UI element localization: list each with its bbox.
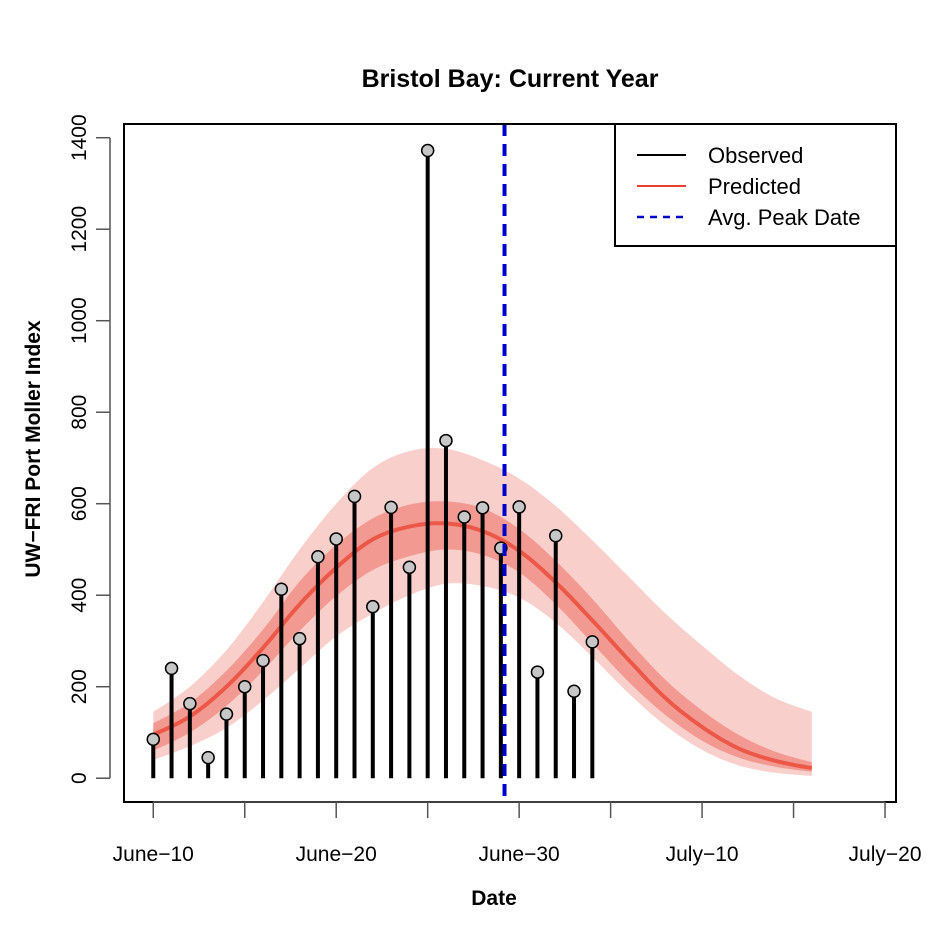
x-tick-label: July−20 bbox=[849, 843, 922, 866]
observed-point bbox=[256, 653, 270, 668]
y-tick-label: 1400 bbox=[68, 114, 91, 161]
observed-point bbox=[219, 707, 234, 721]
legend: Observed Predicted Avg. Peak Date bbox=[614, 123, 897, 247]
observed-point bbox=[237, 679, 252, 694]
observed-point bbox=[420, 143, 435, 158]
y-tick-label: 1200 bbox=[68, 206, 91, 253]
observed-point bbox=[183, 696, 197, 711]
y-tick-label: 800 bbox=[68, 395, 91, 430]
observed-point bbox=[329, 532, 343, 546]
observed-point bbox=[548, 528, 563, 543]
observed-point bbox=[512, 500, 526, 514]
y-tick-label: 0 bbox=[68, 772, 91, 784]
legend-observed-label: Observed bbox=[708, 143, 803, 168]
observed-series bbox=[146, 143, 600, 779]
y-axis-ticks: 0 200 400 600 800 1000 1200 1400 bbox=[68, 114, 110, 784]
observed-point bbox=[402, 560, 417, 575]
observed-point bbox=[201, 750, 215, 765]
legend-avg-peak-label: Avg. Peak Date bbox=[708, 205, 860, 230]
observed-point bbox=[311, 550, 325, 564]
y-tick-label: 200 bbox=[68, 669, 91, 704]
observed-point bbox=[384, 500, 398, 515]
x-axis-label: Date bbox=[471, 887, 517, 910]
observed-point bbox=[439, 433, 453, 448]
legend-predicted-label: Predicted bbox=[708, 174, 801, 199]
x-tick-label: June−20 bbox=[296, 843, 377, 866]
observed-point bbox=[347, 489, 362, 504]
y-tick-label: 1000 bbox=[68, 297, 91, 344]
observed-point bbox=[567, 684, 581, 699]
y-axis-label: UW−FRI Port Moller Index bbox=[22, 320, 45, 578]
y-tick-label: 400 bbox=[68, 578, 91, 613]
observed-point bbox=[475, 501, 490, 515]
x-tick-label: June−30 bbox=[479, 843, 560, 866]
observed-point bbox=[164, 661, 179, 676]
x-axis-ticks: June−10 June−20 June−30 July−10 July−20 bbox=[113, 802, 922, 866]
observed-point bbox=[274, 582, 289, 597]
observed-point bbox=[146, 732, 161, 747]
y-tick-label: 600 bbox=[68, 486, 91, 521]
x-tick-label: June−10 bbox=[113, 843, 194, 866]
observed-point bbox=[530, 665, 545, 679]
observed-point bbox=[366, 599, 380, 614]
observed-point bbox=[585, 635, 600, 649]
observed-point bbox=[457, 510, 472, 524]
observed-point bbox=[292, 631, 307, 646]
x-tick-label: July−10 bbox=[666, 843, 739, 866]
chart-title: Bristol Bay: Current Year bbox=[362, 65, 659, 93]
